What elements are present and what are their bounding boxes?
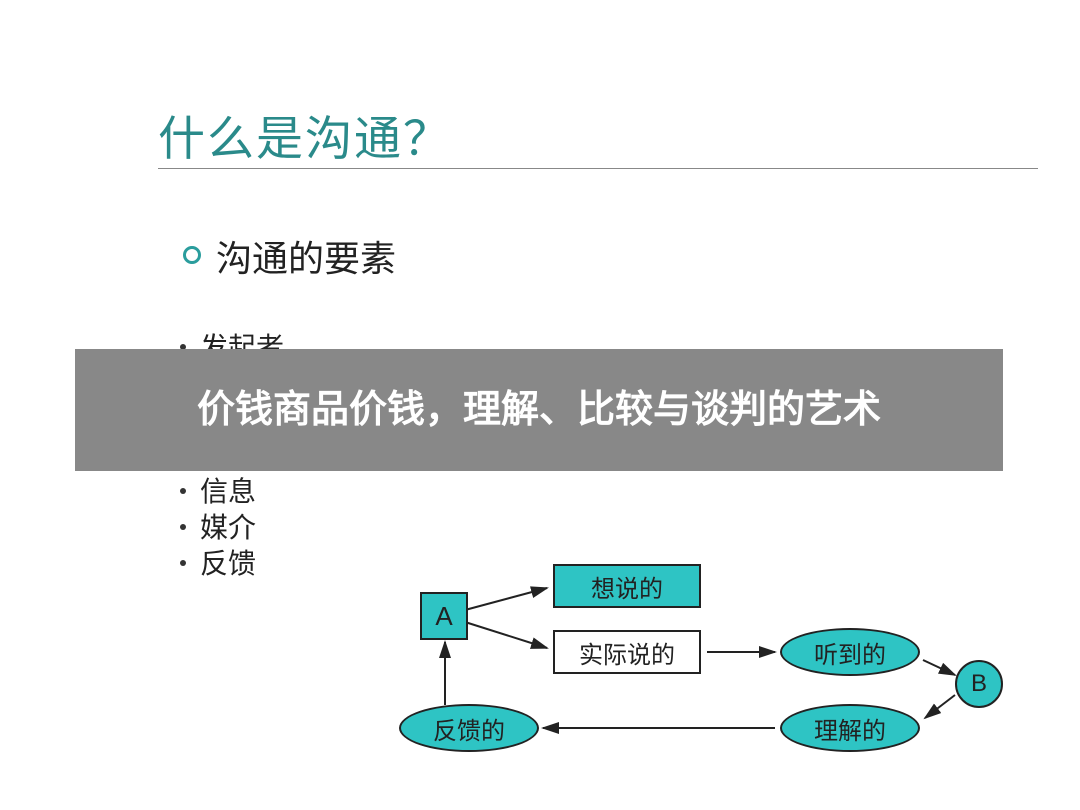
list-item: 信息 [180,474,284,510]
bullet-icon [180,488,186,494]
bullet-icon [180,560,186,566]
bullet-icon [180,524,186,530]
node-b: B [955,660,1003,708]
node-want: 想说的 [553,564,701,608]
slide-title: 什么是沟通？ [158,100,452,169]
list-text: 信息 [200,476,256,507]
overlay-banner: 价钱商品价钱，理解、比较与谈判的艺术 [75,349,1003,471]
subtitle-bullet-icon [183,246,201,264]
communication-diagram: A 想说的 实际说的 听到的 B 理解的 反馈的 [395,560,1035,770]
list-item: 反馈 [180,546,284,582]
node-a: A [420,592,468,640]
node-feedback: 反馈的 [399,704,539,752]
overlay-text: 价钱商品价钱，理解、比较与谈判的艺术 [95,384,983,436]
node-understood: 理解的 [780,704,920,752]
node-actual: 实际说的 [553,630,701,674]
slide-subtitle: 沟通的要素 [216,230,396,282]
list-text: 媒介 [200,512,256,543]
node-heard: 听到的 [780,628,920,676]
list-text: 反馈 [200,548,256,579]
list-item: 媒介 [180,510,284,546]
title-underline [158,168,1038,169]
